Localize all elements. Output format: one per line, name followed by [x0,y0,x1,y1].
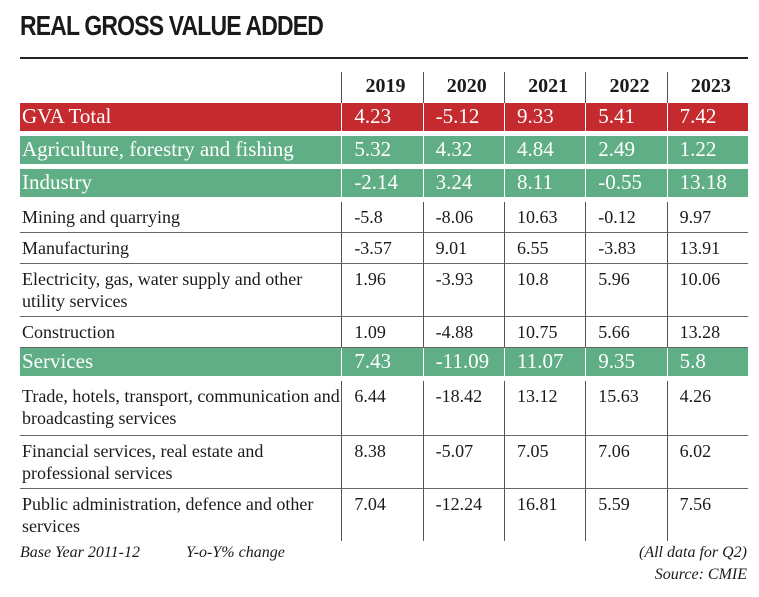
cell-2020: -5.12 [422,103,504,136]
cell-2021: 13.12 [503,381,586,436]
row-label: Agriculture, forestry and fishing [20,136,342,169]
cell-2019: 5.32 [341,136,423,169]
cell-2019: 7.43 [341,348,423,381]
cell-2019: 8.38 [341,436,423,489]
table-row: Public administration, defence and other… [20,489,748,541]
row-label: Financial services, real estate and prof… [20,436,342,489]
cell-2020: -4.88 [422,317,504,348]
cell-2022: 5.66 [585,317,667,348]
cell-2020: -8.06 [422,202,504,233]
cell-2021: 10.8 [503,264,586,317]
cell-2022: 2.49 [585,136,667,169]
cell-2021: 10.75 [503,317,586,348]
table-row: Electricity, gas, water supply and other… [20,264,748,317]
table-row: Mining and quarrying -5.8 -8.06 10.63 -0.12 9… [20,202,748,233]
cell-2023: 9.97 [666,202,748,233]
row-label: GVA Total [20,103,342,136]
column-header-2022: 2022 [585,72,666,103]
row-label: Electricity, gas, water supply and other… [20,264,342,317]
cell-2021: 4.84 [503,136,586,169]
cell-2019: 7.04 [341,489,422,541]
cell-2021: 6.55 [503,233,586,264]
cell-2022: -0.12 [585,202,667,233]
cell-2020: 4.32 [422,136,504,169]
cell-2020: -18.42 [422,381,504,436]
row-label: Construction [20,317,342,348]
page-title: REAL GROSS VALUE ADDED [20,10,324,41]
cell-2019: -5.8 [341,202,423,233]
cell-2019: 1.09 [341,317,423,348]
header-row: 2019 2020 2021 2022 2023 [20,72,748,103]
table-row: Trade, hotels, transport, communication … [20,381,748,436]
row-label: Mining and quarrying [20,202,342,233]
cell-2021: 11.07 [503,348,586,381]
title-divider [20,57,748,59]
cell-2022: 5.96 [585,264,667,317]
cell-2021: 10.63 [503,202,586,233]
cell-2023: 7.42 [666,103,748,136]
table-row: Financial services, real estate and prof… [20,436,748,489]
cell-2022: 9.35 [585,348,667,381]
row-label: Trade, hotels, transport, communication … [20,381,342,436]
cell-2023: 13.18 [666,169,748,202]
row-label: Industry [20,169,342,202]
table-row: Construction 1.09 -4.88 10.75 5.66 13.28 [20,317,748,348]
data-note: (All data for Q2) [639,544,747,561]
cell-2021: 8.11 [503,169,586,202]
cell-2023: 6.02 [666,436,748,489]
base-year-note: Base Year 2011-12 [20,544,140,561]
table-row: Industry -2.14 3.24 8.11 -0.55 13.18 [20,169,748,202]
cell-2020: -11.09 [422,348,504,381]
cell-2021: 7.05 [503,436,586,489]
cell-2021: 16.81 [503,489,585,541]
cell-2019: -2.14 [341,169,423,202]
cell-2020: 9.01 [422,233,504,264]
column-header-2021: 2021 [503,72,585,103]
table-row: Agriculture, forestry and fishing 5.32 4.3… [20,136,748,169]
cell-2019: 6.44 [341,381,423,436]
source-note: Source: CMIE [654,566,747,583]
cell-2023: 13.28 [666,317,748,348]
column-header-2023: 2023 [666,72,748,103]
cell-2023: 7.56 [666,489,748,541]
table-row: Manufacturing -3.57 9.01 6.55 -3.83 13.91 [20,233,748,264]
cell-2023: 4.26 [666,381,748,436]
row-label: Public administration, defence and other… [22,494,314,536]
cell-2022: -0.55 [585,169,667,202]
cell-2022: 7.06 [585,436,667,489]
cell-2023: 5.8 [666,348,748,381]
unit-note: Y-o-Y% change [186,544,285,561]
cell-2020: 3.24 [422,169,504,202]
cell-2022: 5.41 [585,103,667,136]
cell-2019: -3.57 [341,233,423,264]
row-label: Services [20,348,342,381]
cell-2020: -3.93 [422,264,504,317]
row-label: Manufacturing [20,233,342,264]
cell-2023: 1.22 [666,136,748,169]
cell-2019: 4.23 [341,103,423,136]
gva-table: 2019 2020 2021 2022 2023 GVA Total 4.23 -5.12 9… [20,72,748,541]
column-header-2020: 2020 [422,72,504,103]
table-row: GVA Total 4.23 -5.12 9.33 5.41 7.42 [20,103,748,136]
table-row: Services 7.43 -11.09 11.07 9.35 5.8 [20,348,748,381]
cell-2021: 9.33 [503,103,586,136]
cell-2023: 10.06 [666,264,748,317]
cell-2022: 5.59 [585,489,666,541]
cell-2022: 15.63 [585,381,667,436]
cell-2022: -3.83 [585,233,667,264]
cell-2020: -12.24 [422,489,504,541]
cell-2020: -5.07 [422,436,504,489]
header-blank [20,72,341,103]
column-header-2019: 2019 [341,72,422,103]
cell-2019: 1.96 [341,264,423,317]
cell-2023: 13.91 [666,233,748,264]
